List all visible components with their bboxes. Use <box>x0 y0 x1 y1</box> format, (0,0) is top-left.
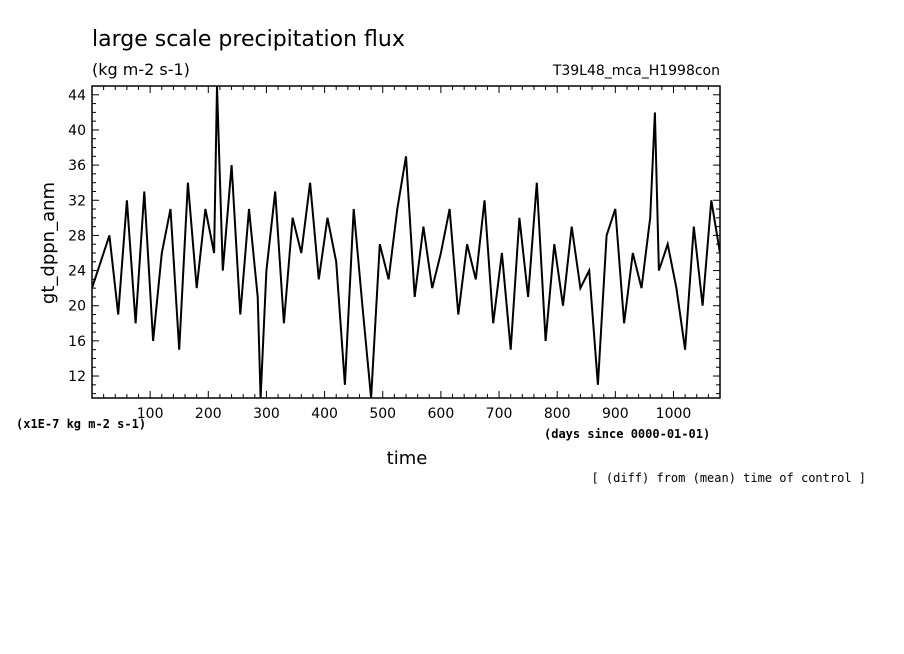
plot-area <box>91 85 721 399</box>
x-axis-label: time <box>387 448 428 469</box>
chart-title: large scale precipitation flux <box>92 27 405 52</box>
run-label: T39L48_mca_H1998con <box>552 63 720 79</box>
y-unit-label: (x1E-7 kg m-2 s-1) <box>16 417 146 431</box>
y-tick-label: 40 <box>68 123 86 139</box>
y-axis-label: gt_dppn_anm <box>38 182 59 304</box>
x-tick-label: 700 <box>486 406 513 422</box>
x-tick-label: 300 <box>253 406 280 422</box>
y-tick-label: 32 <box>68 193 86 209</box>
y-tick-label: 24 <box>68 264 86 280</box>
series-line-0 <box>92 86 720 398</box>
x-tick-label: 400 <box>311 406 338 422</box>
y-tick-label: 20 <box>68 299 86 315</box>
y-tick-label: 44 <box>68 88 86 104</box>
y-tick-label: 28 <box>68 228 86 244</box>
x-axis: 100 200 300 400 500 600 700 800 900 1000 <box>91 86 721 422</box>
plot-frame <box>91 85 721 399</box>
x-unit-label: (days since 0000-01-01) <box>544 427 710 441</box>
chart-units-subtitle: (kg m-2 s-1) <box>92 60 190 79</box>
y-tick-label: 36 <box>68 158 86 174</box>
x-tick-label: 1000 <box>656 406 692 422</box>
x-tick-label: 600 <box>428 406 455 422</box>
x-tick-label: 900 <box>602 406 629 422</box>
y-tick-label: 16 <box>68 334 86 350</box>
y-tick-label: 12 <box>68 369 86 385</box>
x-tick-label: 100 <box>137 406 164 422</box>
footnote: [ (diff) from (mean) time of control ] <box>591 471 866 485</box>
y-axis: 12 16 20 24 28 32 36 40 44 <box>68 88 720 395</box>
x-tick-label: 800 <box>544 406 571 422</box>
x-tick-label: 200 <box>195 406 222 422</box>
x-tick-label: 500 <box>369 406 396 422</box>
